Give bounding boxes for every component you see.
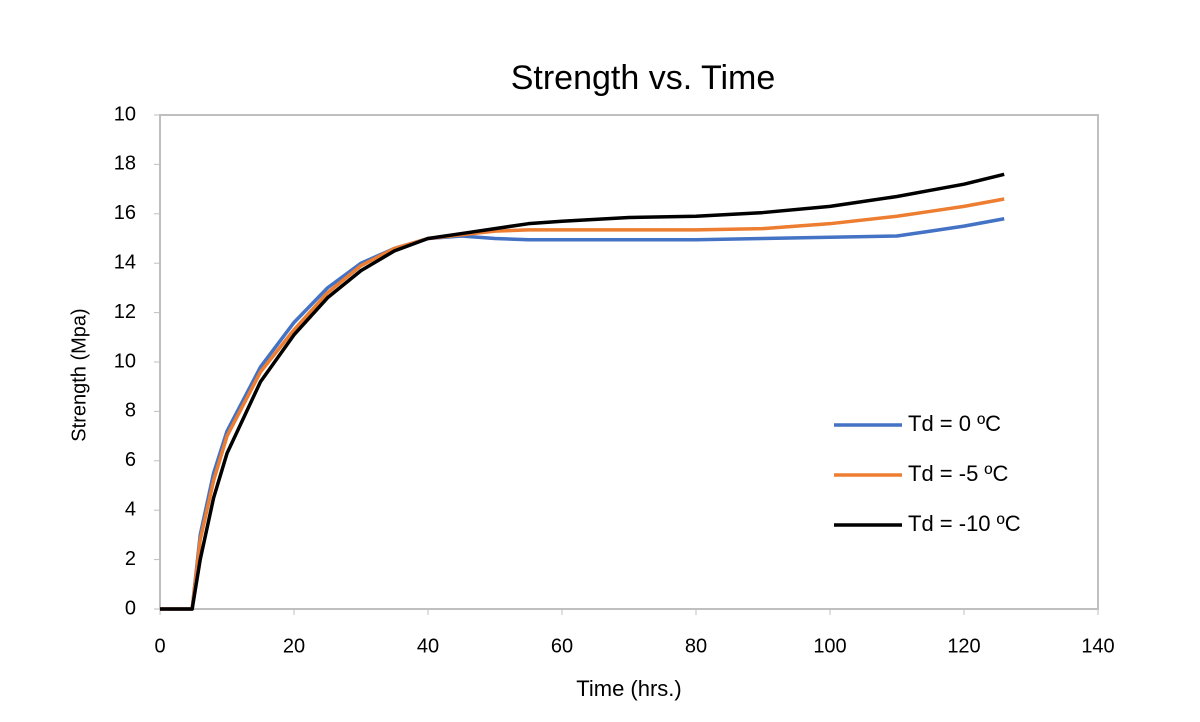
y-tick-label: 10: [114, 103, 136, 125]
x-tick-label: 60: [551, 635, 573, 657]
y-tick-label: 16: [114, 202, 136, 224]
y-tick-label: 0: [125, 597, 136, 619]
x-axis-label: Time (hrs.): [576, 676, 682, 701]
x-tick-label: 20: [283, 635, 305, 657]
x-tick-label: 40: [417, 635, 439, 657]
x-tick-label: 0: [154, 635, 165, 657]
y-tick-label: 18: [114, 153, 136, 175]
legend-label: Td = -5 ºC: [908, 461, 1008, 486]
x-tick-label: 120: [947, 635, 980, 657]
y-tick-label: 6: [125, 449, 136, 471]
y-tick-label: 10: [114, 350, 136, 372]
x-tick-label: 140: [1081, 635, 1114, 657]
y-tick-label: 2: [125, 548, 136, 570]
y-axis-label: Strength (Mpa): [68, 308, 90, 441]
x-tick-label: 80: [685, 635, 707, 657]
data-line: [160, 217, 1005, 611]
y-tick-label: 8: [125, 400, 136, 422]
y-tick-label: 4: [125, 498, 136, 520]
y-tick-label: 14: [114, 251, 136, 273]
legend-label: Td = -10 ºC: [908, 511, 1021, 536]
data-line: [160, 197, 1005, 611]
x-tick-label: 100: [813, 635, 846, 657]
legend-label: Td = 0 ºC: [908, 411, 1001, 436]
chart-title: Strength vs. Time: [511, 59, 776, 97]
data-line: [160, 172, 1005, 611]
y-tick-label: 12: [114, 301, 136, 323]
